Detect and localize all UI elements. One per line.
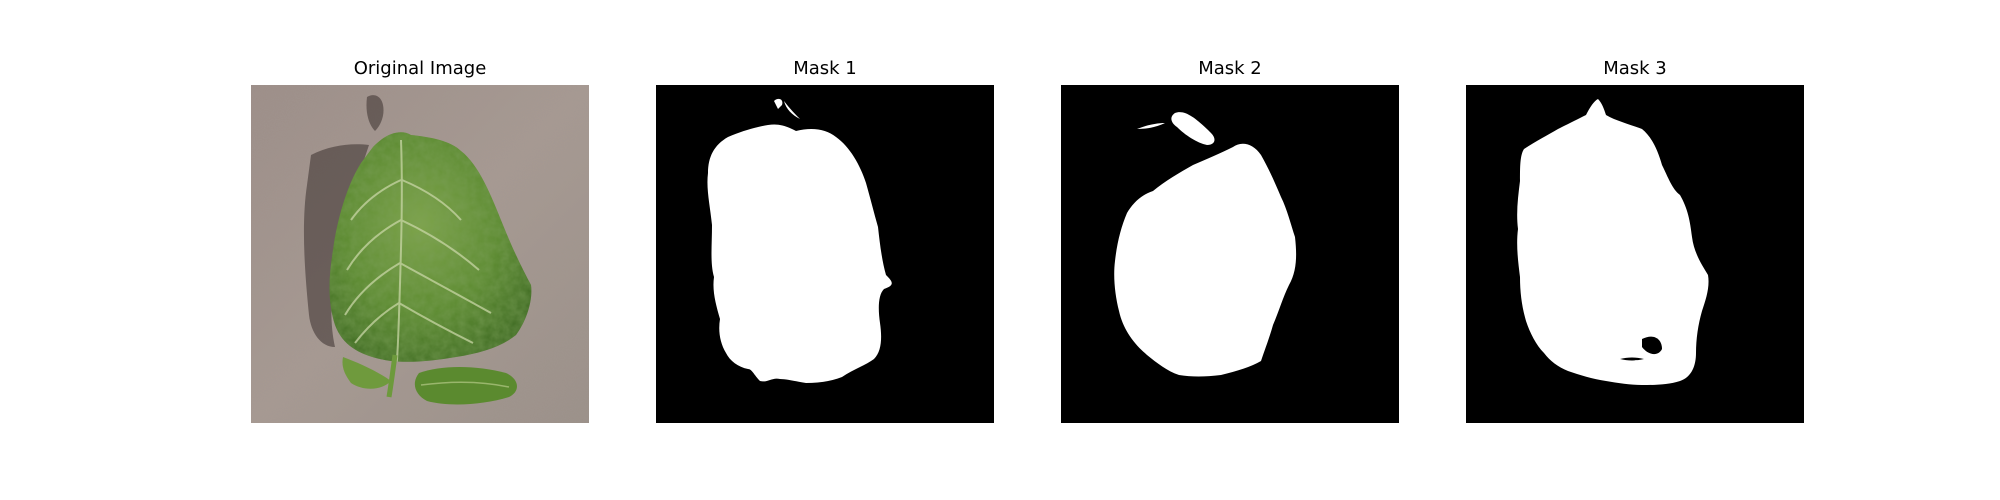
panel-title: Original Image xyxy=(353,58,487,79)
panel-title: Mask 2 xyxy=(1198,58,1262,79)
panel-original-image: Original Image xyxy=(251,0,589,500)
panel-title: Mask 1 xyxy=(793,58,857,79)
panel-mask-2: Mask 2 xyxy=(1061,0,1399,500)
panel-title: Mask 3 xyxy=(1603,58,1667,79)
leaf-mask xyxy=(1061,85,1399,423)
panel-mask-3: Mask 3 xyxy=(1466,0,1804,500)
leaf-mask xyxy=(656,85,994,423)
leaf-mask xyxy=(1466,85,1804,423)
leaf-photo xyxy=(251,85,589,423)
panel-mask-1: Mask 1 xyxy=(656,0,994,500)
